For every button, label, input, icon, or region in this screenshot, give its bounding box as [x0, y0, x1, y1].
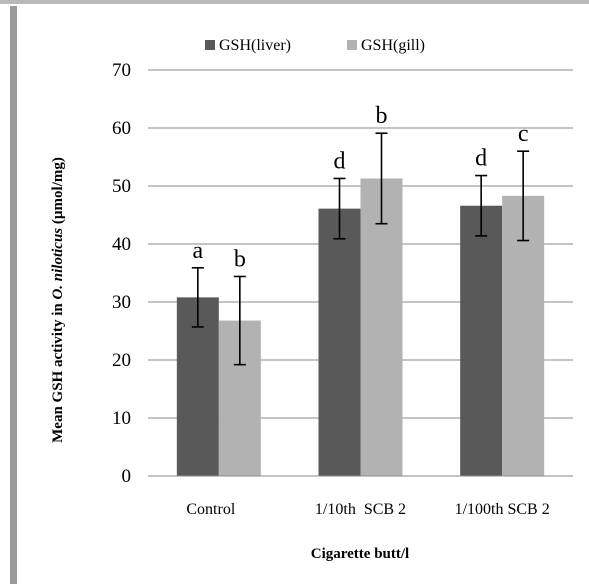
- window-top-border: [0, 0, 589, 4]
- legend-item: GSH(liver): [205, 37, 291, 54]
- bar-gsh-gill: [502, 195, 545, 477]
- bars: [176, 178, 545, 477]
- y-tick-label: 40: [112, 234, 131, 255]
- y-tick-label: 50: [112, 176, 131, 197]
- y-tick-label: 20: [112, 350, 131, 371]
- significance-letters: a b d b d c: [193, 103, 529, 272]
- legend-label: GSH(liver): [219, 37, 291, 54]
- y-tick-label: 70: [112, 60, 131, 81]
- legend-label: GSH(gill): [361, 37, 425, 54]
- significance-letter: d: [475, 146, 487, 172]
- x-axis-categories: Control 1/10th SCB 2 1/100th SCB 2: [186, 501, 549, 518]
- significance-letter: a: [193, 238, 204, 264]
- y-tick-label: 30: [112, 292, 131, 313]
- error-bar: [475, 174, 488, 237]
- y-tick-label: 60: [112, 118, 131, 139]
- error-bars: [191, 132, 530, 366]
- significance-letter: b: [376, 103, 388, 129]
- legend-item: GSH(gill): [347, 37, 425, 54]
- y-tick-label: 0: [122, 466, 132, 487]
- significance-letter: d: [334, 148, 346, 174]
- legend: GSH(liver) GSH(gill): [205, 37, 425, 54]
- error-bar: [233, 275, 246, 366]
- error-bar: [333, 177, 346, 240]
- significance-letter: b: [234, 246, 246, 272]
- bar-gsh-liver: [460, 205, 503, 476]
- error-bar: [191, 266, 204, 328]
- y-axis-title: Mean GSH activity in O. niloticus (µmol/…: [50, 157, 66, 443]
- x-axis-title: Cigarette butt/l: [311, 546, 409, 562]
- legend-swatch: [205, 40, 215, 50]
- x-category-label: 1/100th SCB 2: [455, 501, 550, 518]
- significance-letter: c: [518, 121, 529, 147]
- error-bar: [517, 150, 530, 242]
- bar-gsh-gill: [360, 178, 403, 476]
- x-category-label: 1/10th SCB 2: [315, 501, 406, 518]
- error-bar: [375, 132, 388, 225]
- y-tick-label: 10: [112, 408, 131, 429]
- bar-gsh-liver: [318, 208, 361, 476]
- window-left-border: [10, 6, 17, 584]
- legend-swatch: [347, 40, 357, 50]
- y-axis-ticks: 0 10 20 30 40 50 60 70: [112, 60, 131, 487]
- x-category-label: Control: [186, 501, 235, 518]
